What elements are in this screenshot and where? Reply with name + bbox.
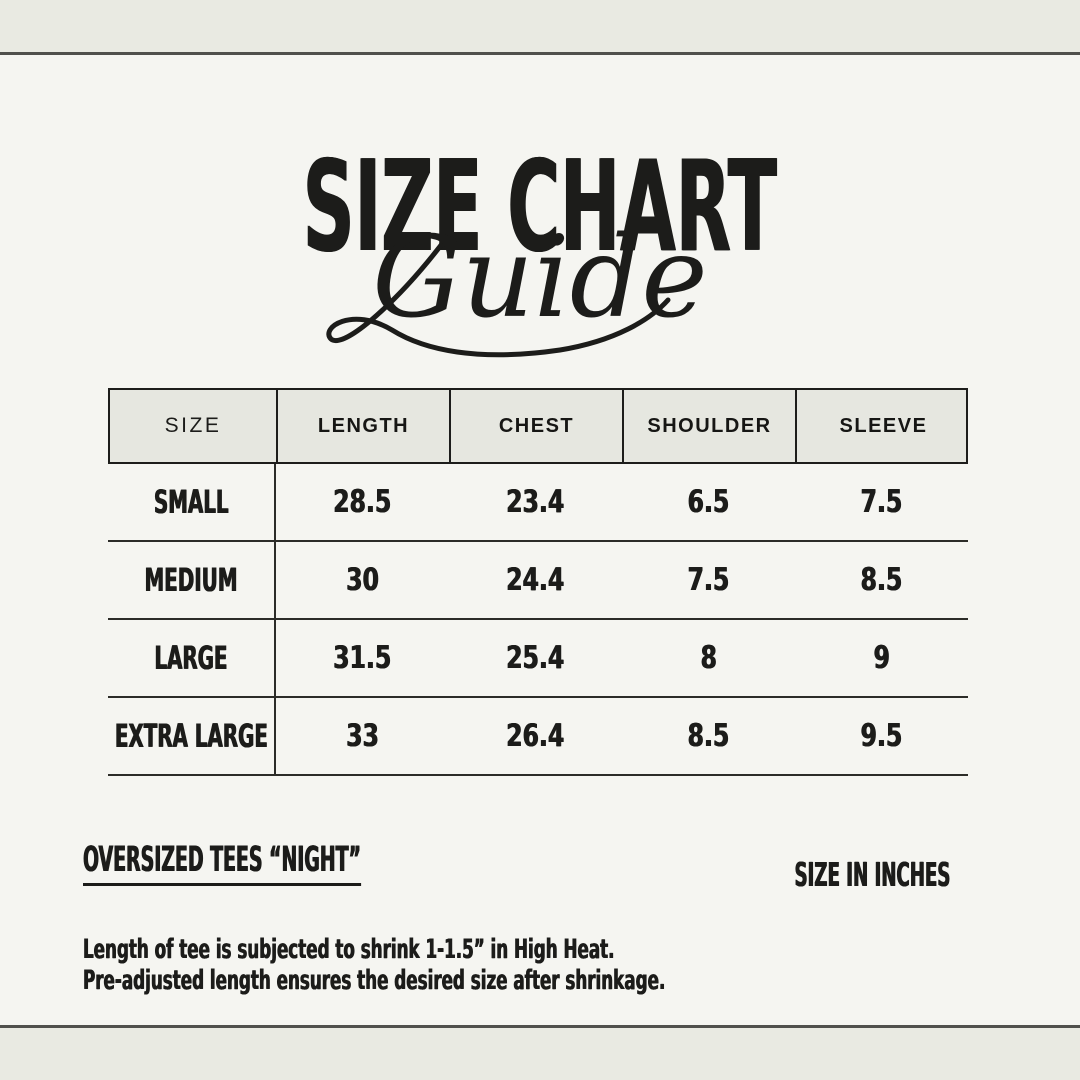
header-cell-shoulder: SHOULDER <box>624 390 797 462</box>
table-row-small: SMALL 28.5 23.4 6.5 7.5 <box>108 464 968 542</box>
measurement-cell: 7.5 <box>860 484 903 520</box>
measurement-cell: 7.5 <box>687 562 730 598</box>
header-cell-chest: CHEST <box>451 390 624 462</box>
measurement-cell: 28.5 <box>333 484 392 520</box>
shrinkage-note-line1: Length of tee is subjected to shrink 1-1… <box>83 934 615 965</box>
size-label-cell: SMALL <box>108 464 276 540</box>
shrinkage-note: Length of tee is subjected to shrink 1-1… <box>83 936 1022 998</box>
header-cell-sleeve: SLEEVE <box>839 414 928 437</box>
measurement-cell: 8 <box>700 640 717 676</box>
table-row-large: LARGE 31.5 25.4 8 9 <box>108 620 968 698</box>
top-band <box>0 0 1080 55</box>
page-title: SIZE CHART <box>0 133 1080 280</box>
title-main-text: SIZE CHART <box>302 133 778 280</box>
measurement-cell: 9.5 <box>860 718 903 754</box>
measurement-cell: 30 <box>346 562 379 598</box>
measurement-cell: 8.5 <box>687 718 730 754</box>
shrinkage-note-line2: Pre-adjusted length ensures the desired … <box>83 965 666 996</box>
header-cell-size: SIZE <box>110 390 278 462</box>
measurement-cell: 33 <box>346 718 379 754</box>
measurement-cell: 25.4 <box>506 640 565 676</box>
measurement-cell: 8.5 <box>860 562 903 598</box>
measurement-cell: 9 <box>873 640 890 676</box>
measurement-cell: 23.4 <box>506 484 565 520</box>
size-label-cell: EXTRA LARGE <box>108 698 276 774</box>
table-header-row: SIZE LENGTH CHEST SHOULDER SLEEVE <box>108 388 968 464</box>
product-name-label: OVERSIZED TEES “NIGHT” <box>83 843 598 886</box>
measurement-cell: 31.5 <box>333 640 392 676</box>
header-cell-length: LENGTH <box>278 390 451 462</box>
measurement-cell: 6.5 <box>687 484 730 520</box>
table-row-medium: MEDIUM 30 24.4 7.5 8.5 <box>108 542 968 620</box>
measurement-cell: 24.4 <box>506 562 565 598</box>
table-row-extra-large: EXTRA LARGE 33 26.4 8.5 9.5 <box>108 698 968 776</box>
size-label-cell: LARGE <box>108 620 276 696</box>
size-table: SIZE LENGTH CHEST SHOULDER SLEEVE SMALL … <box>108 388 968 776</box>
bottom-band <box>0 1025 1080 1080</box>
size-label-cell: MEDIUM <box>108 542 276 618</box>
units-label: SIZE IN INCHES <box>794 855 950 894</box>
measurement-cell: 26.4 <box>506 718 565 754</box>
